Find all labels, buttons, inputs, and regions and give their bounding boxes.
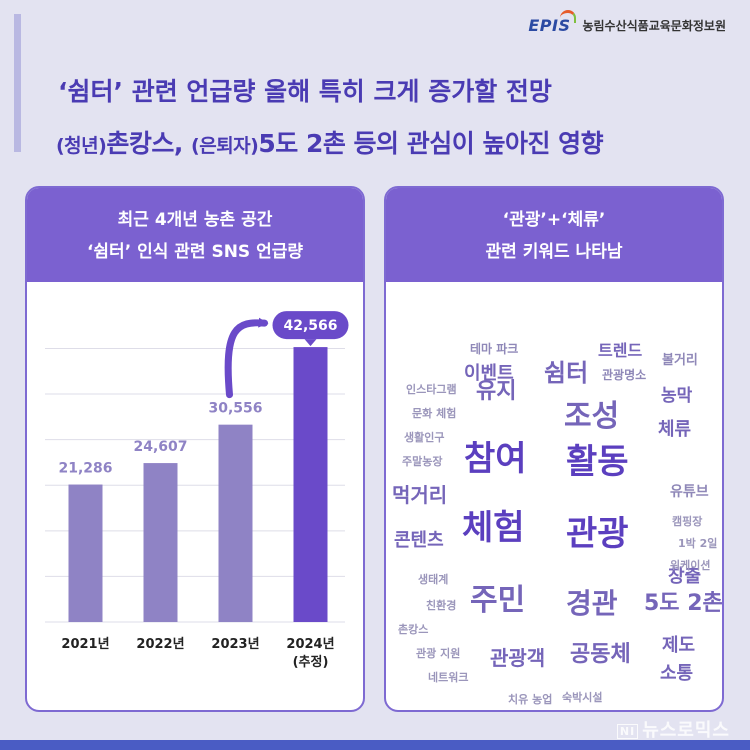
highlight-badge-pointer — [304, 339, 317, 347]
word-cloud-keyword: 체류 — [658, 419, 692, 440]
highlight-value-label: 42,566 — [283, 318, 337, 334]
word-cloud-keyword: 워케이션 — [670, 559, 711, 572]
epis-logo: EPIS 농림수산식품교육문화정보원 — [528, 10, 726, 35]
bottom-strip — [0, 740, 750, 750]
word-cloud-keyword: 창출 — [668, 566, 702, 587]
x-tick-label: 2023년 — [211, 637, 259, 652]
word-cloud-keyword: 농막 — [661, 386, 693, 406]
word-cloud-keyword: 촌캉스 — [398, 623, 429, 636]
bar-2 — [143, 463, 178, 622]
word-cloud-keyword: 트렌드 — [598, 341, 643, 360]
word-cloud-keyword: 관광객 — [490, 646, 546, 670]
word-cloud-keyword: 유튜브 — [670, 484, 709, 500]
x-tick-label: 2021년 — [61, 637, 109, 652]
word-cloud-keyword: 콘텐츠 — [394, 530, 444, 551]
word-cloud-keyword: 참여 — [464, 439, 527, 479]
chart-panel-header: 최근 4개년 농촌 공간 ‘쉼터’ 인식 관련 SNS 언급량 — [27, 188, 363, 282]
chart-panel: 최근 4개년 농촌 공간 ‘쉼터’ 인식 관련 SNS 언급량 21,286 20… — [25, 186, 365, 712]
bar-4 — [293, 347, 328, 622]
word-cloud-keyword: 공동체 — [570, 642, 631, 667]
watermark: NI 뉴스로믹스 — [616, 716, 730, 742]
word-cloud-keyword: 5도 2촌 — [644, 591, 723, 616]
word-cloud-keyword: 체험 — [462, 508, 525, 548]
bar-3 — [218, 424, 253, 622]
word-cloud-keyword: 캠핑장 — [672, 515, 703, 528]
bar-value-label: 30,556 — [208, 401, 262, 417]
word-cloud-keyword: 숙박시설 — [562, 691, 603, 704]
subtitle-part-1: (청년) — [56, 135, 107, 157]
chart-title-line-1: 최근 4개년 농촌 공간 — [117, 210, 273, 230]
subtitle-part-3: (은퇴자) — [191, 135, 259, 157]
epis-logo-text: EPIS — [528, 16, 571, 35]
growth-arrow-icon — [224, 317, 269, 399]
accent-bar — [14, 14, 21, 152]
word-cloud-keyword: 네트워크 — [428, 671, 469, 684]
word-cloud-keyword: 관광명소 — [602, 368, 647, 382]
word-cloud-keyword: 쉼터 — [544, 359, 589, 387]
subtitle-part-2: 촌캉스, — [106, 129, 192, 158]
logo-arc-icon — [560, 10, 577, 23]
word-cloud-keyword: 조성 — [564, 399, 620, 434]
word-cloud-keyword: 문화 체험 — [412, 407, 457, 420]
word-cloud-keyword: 볼거리 — [662, 353, 698, 368]
bar-chart: 21,286 2021년 24,607 2022년 30,556 2023년 2024년 (추… — [45, 311, 349, 670]
word-cloud-keyword: 1박 2일 — [678, 537, 718, 550]
word-cloud-keyword: 경관 — [566, 587, 618, 620]
word-cloud-keyword: 테마 파크 — [470, 342, 519, 356]
wordcloud-title-line-1: ‘관광’+‘체류’ — [502, 210, 606, 230]
bar-1 — [68, 484, 103, 622]
word-cloud-keyword: 이벤트 — [464, 363, 514, 384]
watermark-text: 뉴스로믹스 — [642, 720, 730, 741]
highlight-badge — [272, 311, 349, 340]
word-cloud-keyword: 먹거리 — [392, 483, 448, 507]
word-cloud-keyword: 친환경 — [426, 599, 457, 612]
bar-value-label: 21,286 — [58, 461, 112, 477]
word-cloud-keyword: 주민 — [470, 583, 526, 618]
page-subtitle: (청년)촌캉스, (은퇴자)5도 2촌 등의 관심이 높아진 영향 — [56, 124, 604, 160]
word-cloud-keyword: 생활인구 — [404, 431, 445, 444]
wordcloud-title-line-2: 관련 키워드 나타남 — [485, 242, 623, 262]
word-cloud-keyword: 주말농장 — [402, 455, 443, 468]
page-title: ‘쉼터’ 관련 언급량 올해 특히 크게 증가할 전망 — [58, 77, 552, 106]
chart-title-line-2: ‘쉼터’ 인식 관련 SNS 언급량 — [86, 242, 304, 262]
org-name: 농림수산식품교육문화정보원 — [582, 19, 726, 33]
word-cloud-keyword: 인스타그램 — [406, 383, 457, 396]
x-tick-label: 2024년 — [286, 637, 334, 652]
word-cloud-keyword: 활동 — [566, 442, 629, 482]
epis-logo-mark: EPIS — [528, 10, 577, 35]
word-cloud-keyword: 제도 — [662, 635, 696, 656]
subtitle-part-4: 5도 2촌 등의 관심이 높아진 영향 — [258, 129, 604, 158]
word-cloud-keyword: 치유 농업 — [508, 693, 553, 706]
wordcloud-panel-header: ‘관광’+‘체류’ 관련 키워드 나타남 — [386, 188, 722, 282]
word-cloud-keyword: 생태계 — [418, 573, 449, 586]
x-tick-sublabel: (추정) — [293, 654, 329, 670]
word-cloud-keyword: 관광 — [566, 514, 629, 554]
x-tick-label: 2022년 — [136, 637, 184, 652]
word-cloud-keyword: 유지 — [476, 379, 517, 404]
word-cloud-keyword: 소통 — [660, 663, 694, 684]
word-cloud-keyword: 관광 지원 — [416, 647, 461, 660]
watermark-logo-box: NI — [616, 723, 639, 739]
bar-value-label: 24,607 — [133, 439, 187, 455]
